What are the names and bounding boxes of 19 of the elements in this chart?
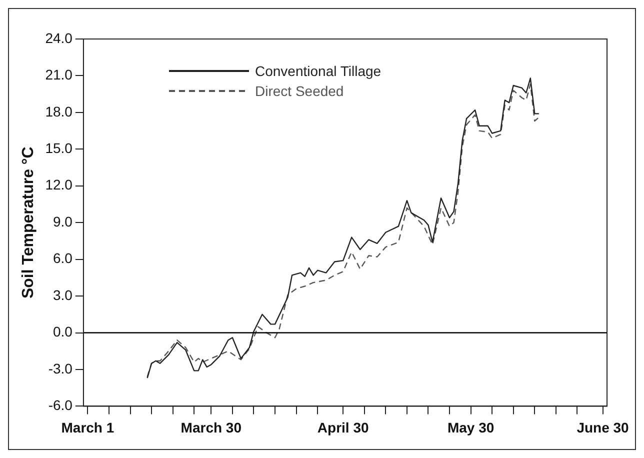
x-tick-label: March 30: [180, 419, 242, 436]
x-tick-label: March 1: [61, 419, 114, 436]
y-tick-label: -3.0: [48, 360, 73, 376]
y-tick-label: 9.0: [52, 213, 73, 230]
y-tick-label: 15.0: [45, 140, 73, 156]
x-tick-label: April 30: [317, 419, 369, 436]
y-tick-label: 3.0: [52, 286, 73, 303]
text: Direct Seeded: [255, 83, 344, 99]
y-tick-label: 0.0: [52, 324, 73, 340]
x-tick-label: May 30: [447, 419, 494, 436]
y-tick-label: 24.0: [45, 30, 73, 46]
y-axis-title: Soil Temperature °C: [20, 146, 38, 299]
y-tick-label: 18.0: [45, 103, 73, 120]
y-tick-label: -6.0: [48, 397, 73, 414]
y-tick-label: 21.0: [45, 66, 73, 83]
text: Conventional Tillage: [255, 63, 382, 79]
x-tick-label: June 30: [576, 419, 630, 436]
y-tick-label: 12.0: [45, 176, 73, 193]
y-tick-label: 6.0: [52, 250, 73, 266]
